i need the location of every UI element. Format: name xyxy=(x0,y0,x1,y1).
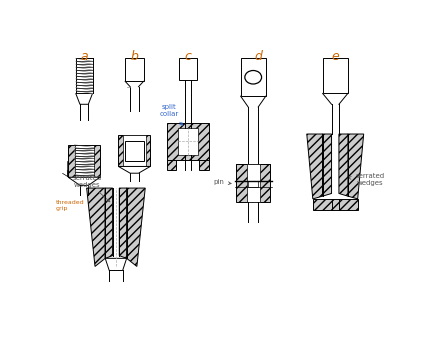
Bar xyxy=(167,123,209,160)
Bar xyxy=(74,145,94,177)
Text: serrated
wedges: serrated wedges xyxy=(73,175,110,202)
Polygon shape xyxy=(339,134,348,196)
Text: b: b xyxy=(130,50,138,63)
Polygon shape xyxy=(76,93,92,104)
Polygon shape xyxy=(68,177,100,185)
Text: pin: pin xyxy=(213,179,231,185)
Text: split
collar: split collar xyxy=(159,105,183,125)
Bar xyxy=(241,58,266,96)
Polygon shape xyxy=(105,258,127,271)
Bar xyxy=(179,58,197,80)
Bar xyxy=(68,145,100,177)
Bar xyxy=(236,164,270,181)
Bar xyxy=(236,164,270,201)
Polygon shape xyxy=(307,134,323,199)
Polygon shape xyxy=(348,134,364,199)
Bar xyxy=(323,58,348,93)
Bar xyxy=(125,58,143,81)
Polygon shape xyxy=(87,188,105,266)
Text: d: d xyxy=(254,50,262,63)
Text: threaded
grip: threaded grip xyxy=(56,200,84,211)
Bar xyxy=(247,164,260,201)
Bar xyxy=(313,199,358,210)
Bar xyxy=(178,128,198,155)
Text: a: a xyxy=(80,50,88,63)
Bar xyxy=(125,141,143,161)
Polygon shape xyxy=(105,188,113,258)
Polygon shape xyxy=(118,166,150,173)
Text: c: c xyxy=(184,50,191,63)
Bar xyxy=(247,164,260,181)
Bar xyxy=(248,181,258,187)
Text: serrated
wedges: serrated wedges xyxy=(348,173,384,186)
Polygon shape xyxy=(127,188,145,266)
Bar xyxy=(118,135,150,166)
Polygon shape xyxy=(119,188,127,258)
Bar xyxy=(200,160,209,171)
Text: e: e xyxy=(331,50,339,63)
Bar xyxy=(167,160,176,171)
Bar xyxy=(123,135,146,166)
Polygon shape xyxy=(323,134,331,196)
